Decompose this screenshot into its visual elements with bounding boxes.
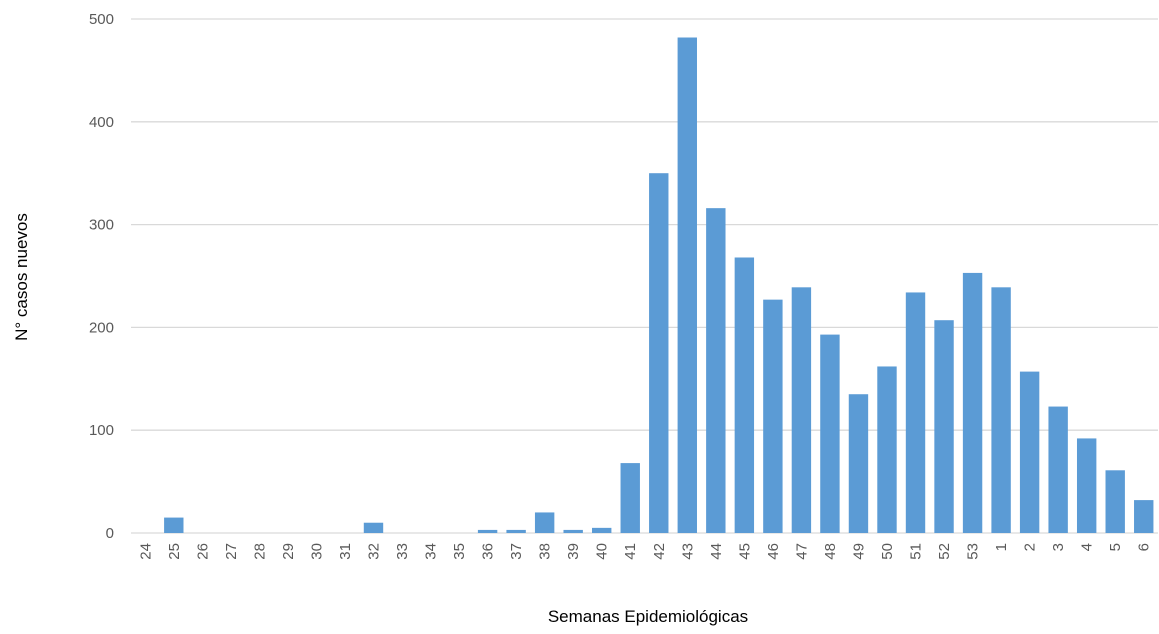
bar-week-38: [534, 512, 555, 533]
x-tick-label: 45: [736, 543, 753, 560]
bar-week-40: [592, 527, 612, 533]
x-tick-label: 40: [594, 543, 611, 560]
x-tick-label: 5: [1107, 543, 1124, 551]
x-tick-label: 27: [223, 543, 240, 560]
y-tick-label: 300: [89, 217, 114, 234]
bar-week-46: [763, 299, 783, 533]
x-tick-label: 53: [965, 543, 982, 560]
x-tick-label: 31: [337, 543, 354, 560]
x-tick-label: 33: [394, 543, 411, 560]
x-tick-label: 48: [822, 543, 839, 560]
bar-week-39: [563, 529, 583, 533]
x-tick-label: 34: [423, 543, 440, 560]
x-tick-label: 29: [280, 543, 297, 560]
x-tick-label: 4: [1079, 543, 1096, 551]
bar-week-3: [1048, 406, 1068, 533]
x-tick-label: 24: [137, 543, 154, 560]
x-tick-label: 1: [993, 543, 1010, 551]
x-tick-label: 28: [251, 543, 268, 560]
x-tick-label: 52: [936, 543, 953, 560]
x-tick-label: 47: [793, 543, 810, 560]
x-tick-label: 35: [451, 543, 468, 560]
x-tick-label: 3: [1050, 543, 1067, 551]
bar-week-37: [506, 529, 526, 533]
x-tick-label: 2: [1022, 543, 1039, 551]
x-tick-label: 30: [308, 543, 325, 560]
x-tick-label: 25: [166, 543, 183, 560]
gridlines: [131, 18, 1158, 534]
y-axis-title: N° casos nuevos: [12, 213, 31, 341]
y-tick-label: 500: [89, 11, 114, 28]
bar-week-48: [820, 334, 840, 533]
x-tick-label: 38: [537, 543, 554, 560]
x-tick-label: 46: [765, 543, 782, 560]
bar-week-1: [991, 287, 1011, 533]
x-tick-label: 44: [708, 543, 725, 560]
bar-week-44: [706, 208, 726, 534]
bar-week-42: [649, 173, 669, 533]
y-tick-label: 400: [89, 114, 114, 131]
x-axis-title: Semanas Epidemiológicas: [548, 607, 748, 626]
x-tick-label: 26: [194, 543, 211, 560]
bar-week-53: [962, 272, 983, 533]
bar-week-5: [1105, 470, 1125, 533]
bar-week-36: [477, 529, 498, 533]
bar-week-47: [791, 287, 812, 533]
x-tick-label: 50: [879, 543, 896, 560]
y-tick-label: 0: [106, 525, 114, 542]
x-tick-label: 42: [651, 543, 668, 560]
x-tick-label: 49: [850, 543, 867, 560]
x-axis-ticks: 24 25 26 27 28 29 30 31 32 33 34 35 36 37 38 39 40 41 42 43…: [137, 543, 1152, 560]
bar-week-6: [1134, 500, 1154, 533]
y-tick-label: 100: [89, 422, 114, 439]
y-tick-label: 200: [89, 319, 114, 336]
bar-week-49: [848, 394, 869, 533]
x-tick-label: 36: [480, 543, 497, 560]
bar-week-45: [734, 257, 755, 533]
x-tick-label: 6: [1136, 543, 1153, 551]
x-tick-label: 37: [508, 543, 525, 560]
x-tick-label: 43: [679, 543, 696, 560]
bar-week-25: [164, 517, 184, 533]
bars: [164, 37, 1154, 534]
x-tick-label: 39: [565, 543, 582, 560]
bar-week-32: [363, 522, 384, 533]
bar-week-43: [677, 37, 697, 534]
x-tick-label: 51: [908, 543, 925, 560]
bar-week-51: [905, 292, 926, 533]
y-axis-ticks: 0 100 200 300 400 500: [89, 11, 114, 542]
x-tick-label: 32: [365, 543, 382, 560]
bar-week-52: [934, 320, 954, 533]
x-tick-label: 41: [622, 543, 639, 560]
bar-week-50: [877, 366, 897, 533]
bar-week-4: [1076, 438, 1097, 533]
bar-week-41: [620, 463, 640, 533]
bar-week-2: [1019, 371, 1040, 533]
